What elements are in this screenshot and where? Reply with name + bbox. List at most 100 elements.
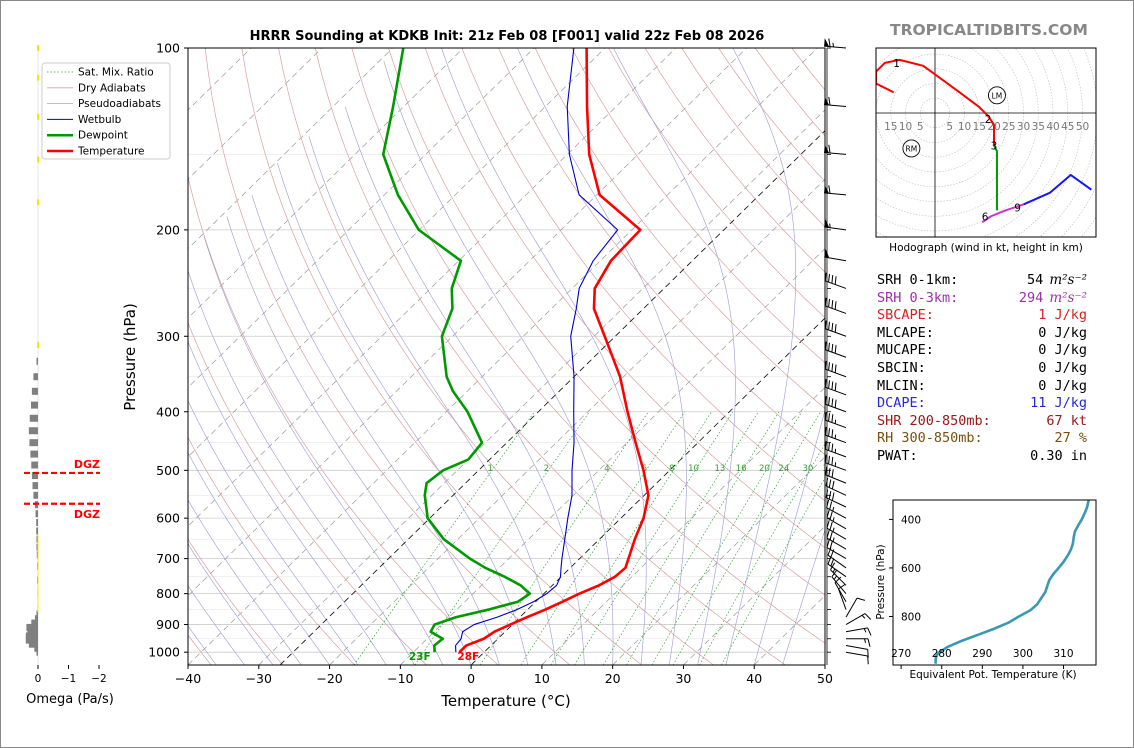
omega-bar <box>36 527 38 535</box>
wind-barb <box>824 144 847 155</box>
hodograph-height-label: 1 <box>893 58 900 70</box>
wind-barb-half <box>864 638 866 643</box>
stats-value: 11 J/kg <box>1030 395 1087 411</box>
hodograph-ring-label: 45 <box>1061 121 1074 133</box>
isotherm-highlight <box>279 130 825 665</box>
omega-bar <box>36 518 38 526</box>
hodograph-ring-label: 50 <box>1076 121 1089 133</box>
wind-barb-full <box>864 613 872 620</box>
thetae-panel: 270 280 290 300 310 400 600 800 <box>889 500 1090 669</box>
wind-barb-full <box>831 322 834 332</box>
wind-barb-staff <box>825 328 847 337</box>
stats-row: MLCAPE: 0 J/kg <box>877 325 1092 343</box>
mixing-ratio-line <box>626 411 780 665</box>
moist-adiabat-line <box>725 48 797 665</box>
wind-barb-full <box>824 411 827 421</box>
x-tick-label: −40 <box>175 671 201 686</box>
dgz-label: DGZ <box>74 458 100 471</box>
mixing-ratio-label: 1 <box>487 464 492 474</box>
dry-adiabat-line <box>388 48 825 596</box>
stats-number: 0 J/kg <box>1038 359 1087 376</box>
storm-motion-marker <box>902 139 921 158</box>
moist-adiabat-line <box>344 106 585 665</box>
wind-barb <box>838 583 847 610</box>
omega-bar <box>31 472 38 480</box>
brand-watermark: TROPICALTIDBITS.COM <box>890 21 1088 39</box>
stats-number: 67 kt <box>1046 412 1087 429</box>
stats-value: 0 J/kg <box>1038 325 1087 341</box>
mixing-ratio-label: 36 <box>822 464 833 474</box>
wind-barb-full <box>824 379 827 388</box>
wind-barb-flag <box>824 184 830 194</box>
wind-barb <box>824 454 847 471</box>
wind-barb-full <box>831 443 834 452</box>
thetae-y-label: Pressure (hPa) <box>875 544 887 619</box>
mixing-ratio-label: 16 <box>736 464 747 474</box>
y-tick-label: 400 <box>156 404 180 419</box>
omega-bar-yellow <box>37 199 39 206</box>
wind-barb-full <box>828 273 830 283</box>
dgz-label: DGZ <box>74 508 100 521</box>
stats-number: 0.30 in <box>1030 447 1087 464</box>
wind-barb-full <box>830 562 836 571</box>
dry-adiabat-line <box>351 48 825 644</box>
moist-adiabat-line <box>188 269 415 665</box>
omega-bar <box>34 644 38 652</box>
wind-barb-half <box>832 42 835 47</box>
wind-barb <box>834 576 847 602</box>
omega-bar <box>36 357 38 365</box>
temperature-profile <box>458 48 650 654</box>
moist-adiabat-line <box>226 216 472 665</box>
wind-barb-full <box>830 549 835 558</box>
x-tick-label: 0 <box>467 671 475 686</box>
moist-adiabat-line <box>188 585 245 665</box>
moist-adiabat-line <box>753 408 825 665</box>
mixing-ratio-label: 20 <box>759 464 770 474</box>
mixing-ratio-label: 13 <box>714 464 725 474</box>
y-tick-label: 1000 <box>148 645 180 660</box>
hodograph-ring-label: 5 <box>946 121 953 133</box>
omega-bar-yellow <box>37 74 39 81</box>
wind-barb <box>824 218 847 231</box>
wind-barb-half <box>832 517 835 522</box>
dry-adiabat-line <box>188 538 284 665</box>
wind-barb-full <box>828 362 830 371</box>
wind-barb-full <box>867 627 872 636</box>
chart-legend: Sat. Mix. Ratio Dry Adiabats Pseudoadiabat… <box>41 62 171 160</box>
wind-barb-staff <box>845 651 868 657</box>
stats-value: 67 kt <box>1046 413 1087 429</box>
wind-barb-staff <box>845 645 868 650</box>
wind-barb-full <box>828 380 830 389</box>
wind-barb <box>845 613 872 625</box>
stats-label: MLCAPE: <box>877 324 934 341</box>
wind-barb-staff <box>825 485 847 496</box>
dry-adiabat-line <box>188 175 499 665</box>
hodograph-caption: Hodograph (wind in kt, height in km) <box>889 242 1083 254</box>
wind-barb-full <box>824 426 827 436</box>
wind-barb-staff <box>838 588 847 610</box>
wind-barb <box>824 441 847 458</box>
moist-adiabat-line <box>613 48 736 665</box>
wind-barb-full <box>828 144 831 154</box>
dry-adiabat-line <box>571 48 825 364</box>
omega-bar <box>34 615 38 623</box>
stats-label: SBCIN: <box>877 359 926 376</box>
moist-adiabat-line <box>277 162 529 665</box>
wind-barb-full <box>828 185 831 194</box>
wind-barb-staff <box>845 627 868 633</box>
omega-panel: DGZ DGZ 0 −1 −2 <box>24 45 107 685</box>
dry-adiabat-line <box>314 48 786 665</box>
wind-barb <box>824 395 847 413</box>
thetae-x-tick-label: 300 <box>1013 648 1033 660</box>
omega-bar <box>36 648 38 656</box>
omega-bar <box>29 439 38 447</box>
wind-barb-full <box>824 454 827 463</box>
y-tick-label: 600 <box>156 511 180 526</box>
omega-bar <box>36 543 38 551</box>
stats-row: SHR 200-850mb: 67 kt <box>877 413 1092 431</box>
wind-barb-staff <box>825 403 847 413</box>
wind-barb-staff <box>824 45 847 49</box>
hodograph-ring-label: 10 <box>899 121 912 133</box>
mixing-ratio-line <box>672 411 821 665</box>
